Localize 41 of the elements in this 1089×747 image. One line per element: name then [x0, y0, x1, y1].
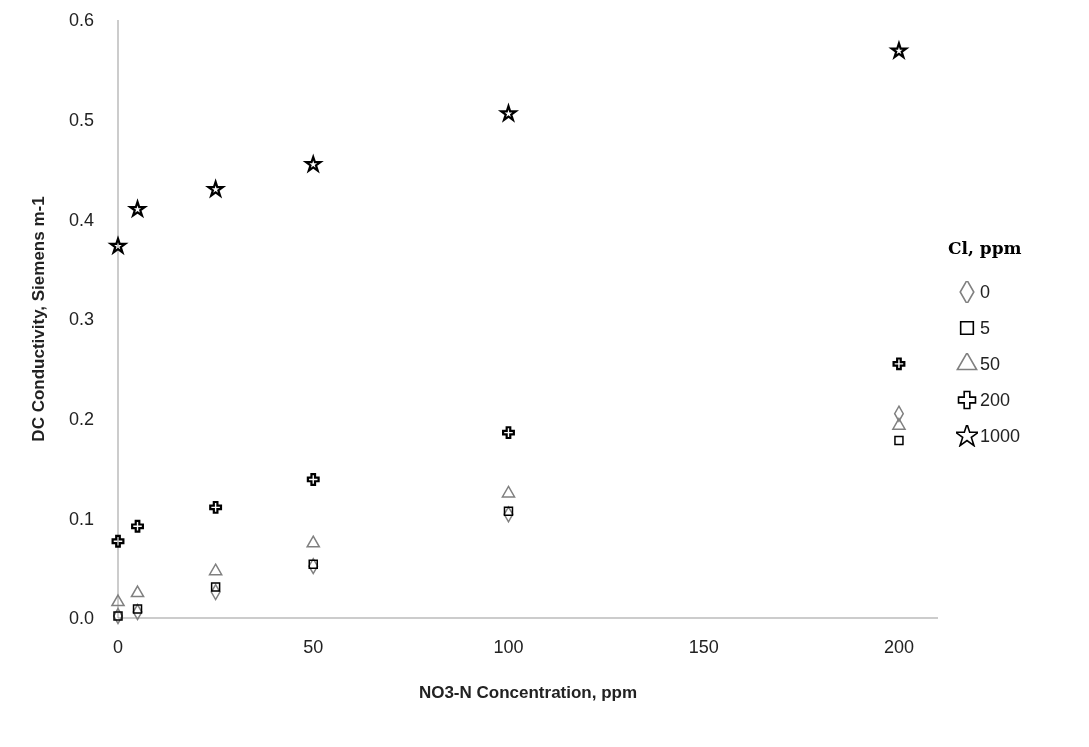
x-tick-label: 200 — [883, 636, 914, 657]
legend-title: Cl, ppm — [948, 238, 1022, 258]
x-tick-label: 100 — [493, 636, 524, 657]
legend-label: 0 — [980, 281, 991, 303]
point — [306, 473, 320, 486]
point — [894, 435, 904, 446]
point — [208, 563, 223, 576]
point — [205, 178, 226, 199]
point — [130, 585, 145, 598]
y-tick-label: 0.6 — [68, 10, 94, 31]
x-tick-label: 0 — [112, 636, 124, 657]
point — [503, 506, 514, 517]
x-axis-title: NO3-N Concentration, ppm — [418, 683, 638, 702]
point — [113, 611, 123, 621]
point — [892, 357, 906, 371]
point — [501, 485, 516, 498]
y-tick-label: 0.5 — [68, 110, 94, 131]
point — [111, 594, 125, 607]
point — [892, 417, 906, 430]
legend-label: 1000 — [980, 425, 1021, 447]
legend-label: 50 — [980, 353, 1001, 375]
point — [306, 535, 321, 548]
legend-label: 5 — [980, 317, 991, 339]
point — [111, 534, 125, 548]
point — [209, 500, 223, 514]
x-tick-label: 50 — [303, 636, 324, 657]
y-tick-label: 0.0 — [68, 608, 94, 629]
x-tick-label: 150 — [688, 636, 719, 657]
y-tick-label: 0.4 — [68, 209, 94, 230]
point — [107, 235, 129, 256]
y-tick-label: 0.2 — [68, 409, 94, 430]
point — [210, 582, 221, 592]
point — [127, 198, 148, 219]
legend-label: 200 — [980, 389, 1011, 411]
point — [302, 153, 324, 174]
y-tick-label: 0.1 — [68, 508, 94, 529]
point — [502, 426, 515, 440]
y-axis-title: DC Conductivity, Siemens m-1 — [29, 196, 49, 442]
point — [131, 519, 144, 533]
y-tick-label: 0.3 — [68, 309, 94, 330]
point — [132, 604, 143, 614]
